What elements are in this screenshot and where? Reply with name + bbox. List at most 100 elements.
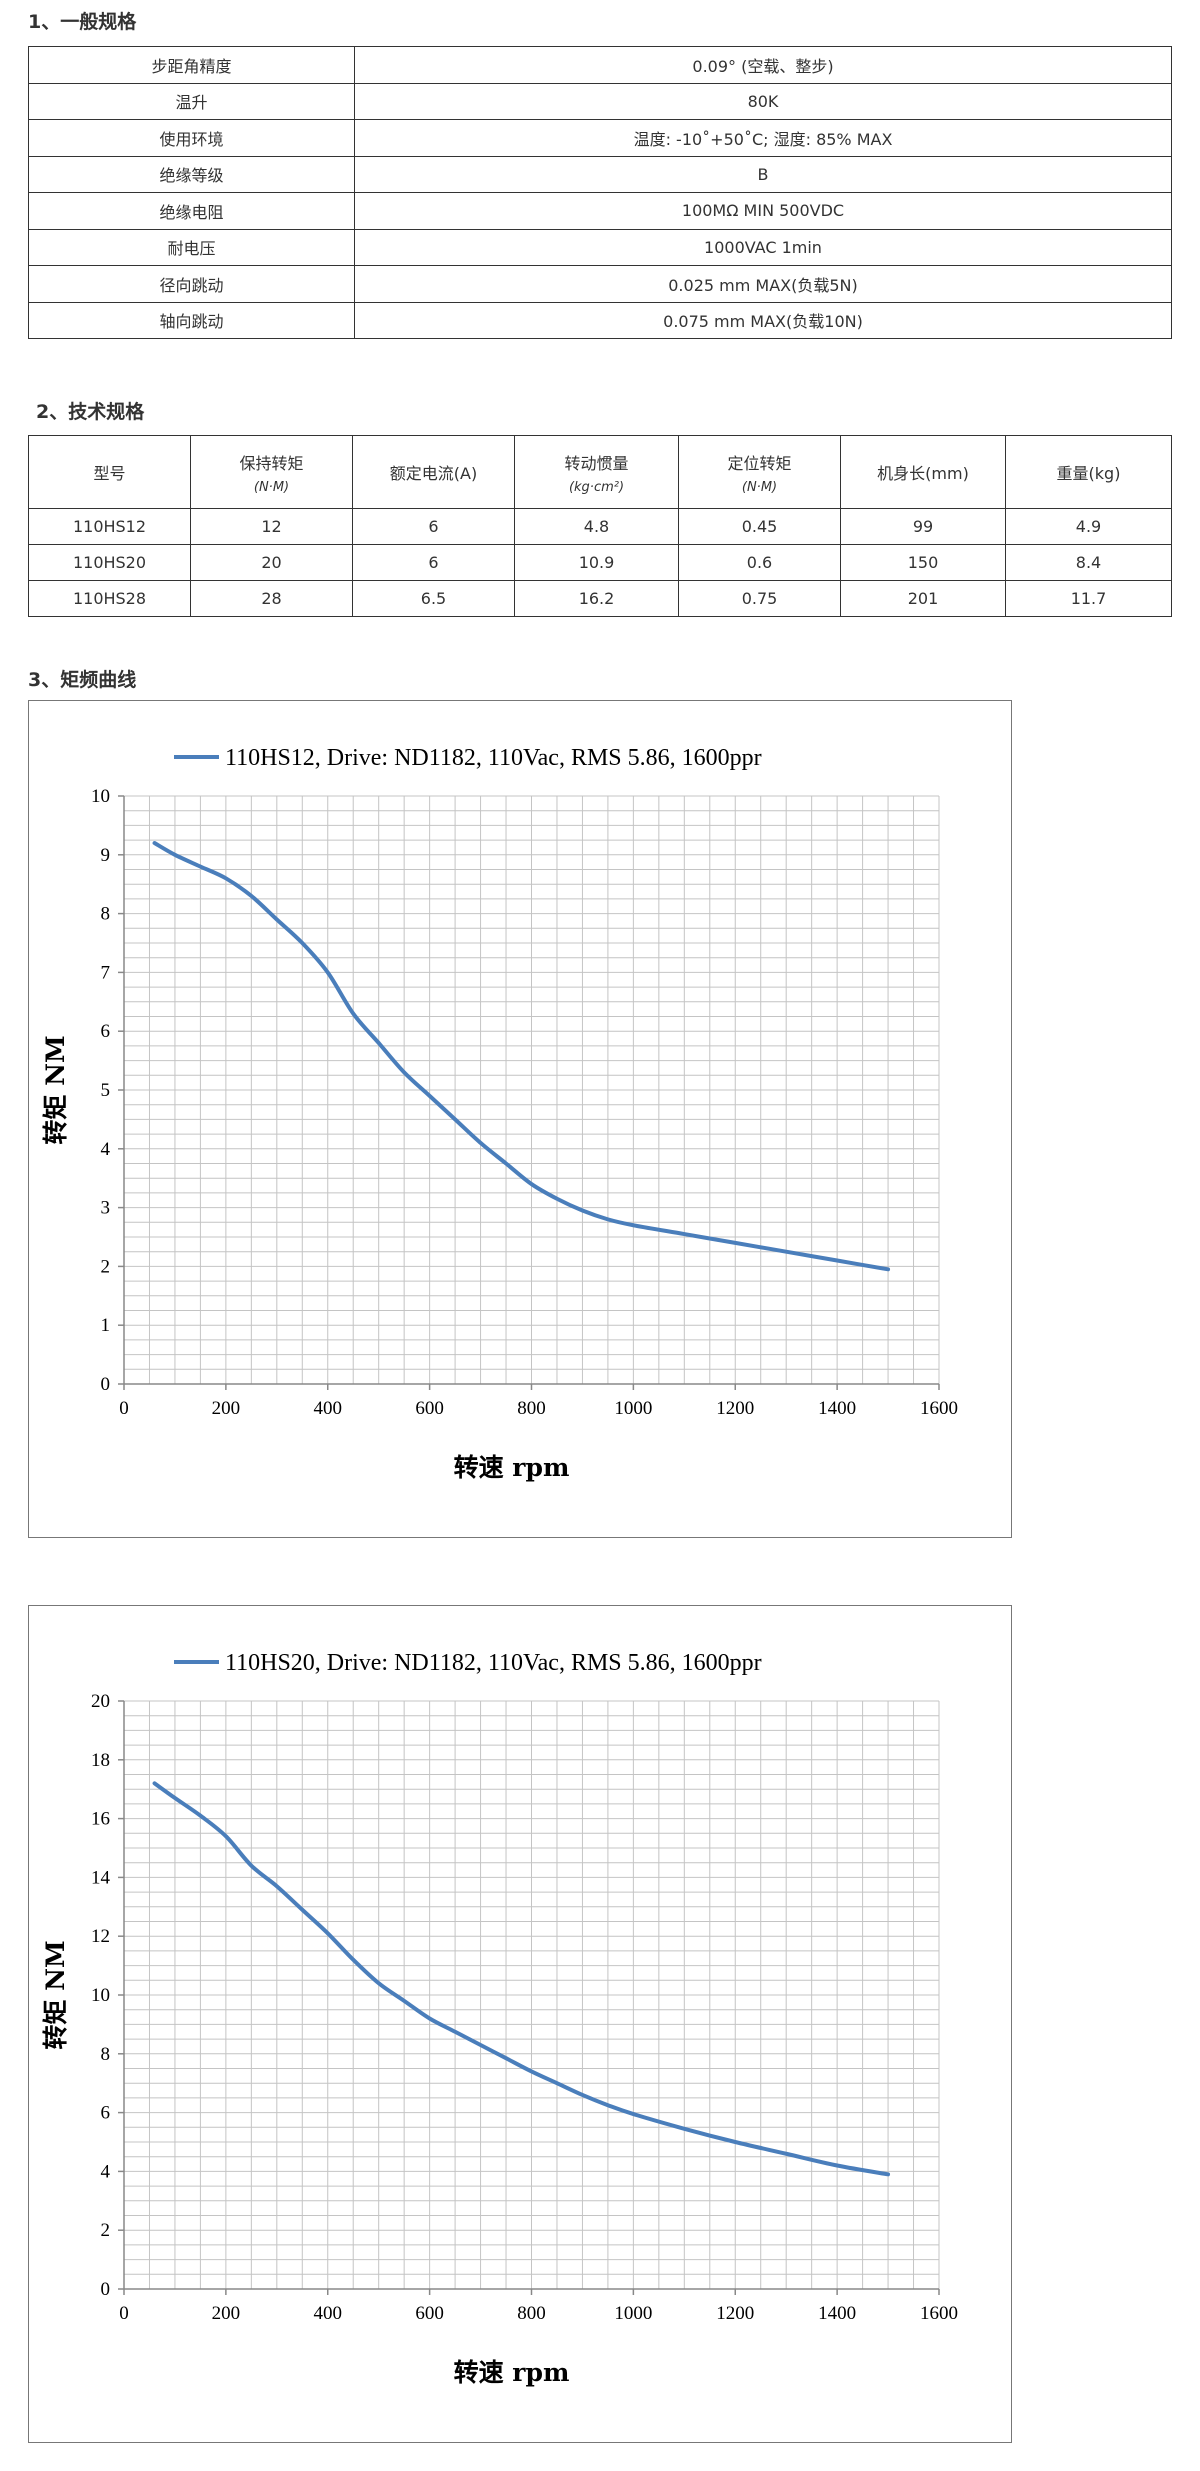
tech-cell: 99 [840, 508, 1006, 545]
tech-cell: 6 [352, 508, 515, 545]
legend-label: 110HS20, Drive: ND1182, 110Vac, RMS 5.86… [225, 1650, 762, 1676]
y-tick-label: 3 [101, 1198, 111, 1219]
general-spec-value: 1000VAC 1min [354, 228, 1172, 266]
y-tick-label: 0 [101, 1374, 111, 1395]
x-tick-label: 1200 [716, 1398, 754, 1419]
tech-header-label: 保持转矩 [239, 453, 304, 473]
tech-cell: 201 [840, 580, 1006, 617]
general-spec-row: 绝缘电阻 100MΩ MIN 500VDC [28, 192, 1172, 230]
section-title-tech: 2、技术规格 [36, 401, 145, 423]
tech-spec-table: 型号 保持转矩 (N·M) 额定电流(A) 转动惯量 (kg·cm²) 定位转矩 (N·M) 机… [28, 435, 1172, 617]
tech-header-label: 重量(kg) [1056, 464, 1121, 483]
tech-cell: 4.9 [1005, 508, 1172, 545]
tech-cell: 12 [190, 508, 353, 545]
y-tick-label: 5 [101, 1080, 111, 1101]
x-tick-label: 1600 [920, 1398, 958, 1419]
tech-row: 110HS12 12 6 4.8 0.45 99 4.9 [28, 508, 1172, 545]
x-tick-label: 1200 [716, 2303, 754, 2324]
x-tick-label: 1400 [818, 2303, 856, 2324]
tech-header-cell: 保持转矩 (N·M) [190, 435, 353, 509]
general-spec-row: 步距角精度 0.09° (空载、整步) [28, 46, 1172, 84]
section-title-curve: 3、矩频曲线 [28, 669, 137, 691]
general-spec-row: 径向跳动 0.025 mm MAX(负载5N) [28, 265, 1172, 303]
tech-header-unit: (kg·cm²) [568, 479, 625, 495]
tech-cell: 0.6 [678, 544, 841, 581]
general-spec-value: 100MΩ MIN 500VDC [354, 192, 1172, 230]
x-tick-label: 1400 [818, 1398, 856, 1419]
general-spec-value: B [354, 155, 1172, 193]
tech-cell: 4.8 [514, 508, 679, 545]
x-tick-label: 200 [212, 1398, 241, 1419]
tech-cell: 110HS12 [28, 508, 191, 545]
general-spec-label: 使用环境 [28, 119, 355, 157]
tech-cell: 28 [190, 580, 353, 617]
general-spec-value: 温度: -10˚+50˚C; 湿度: 85% MAX [354, 119, 1172, 157]
x-tick-label: 400 [314, 1398, 343, 1419]
x-tick-label: 200 [212, 2303, 241, 2324]
y-tick-label: 16 [91, 1809, 110, 1830]
tech-header-cell: 重量(kg) [1005, 435, 1172, 509]
x-tick-label: 1000 [614, 2303, 652, 2324]
y-tick-label: 8 [101, 904, 111, 925]
general-spec-value: 0.09° (空载、整步) [354, 46, 1172, 84]
tech-row: 110HS28 28 6.5 16.2 0.75 201 11.7 [28, 580, 1172, 617]
y-tick-label: 1 [101, 1315, 111, 1336]
y-tick-label: 6 [101, 2103, 111, 2124]
section-title-general: 1、一般规格 [28, 11, 137, 33]
general-spec-value: 0.075 mm MAX(负载10N) [354, 301, 1172, 339]
general-spec-label: 轴向跳动 [28, 301, 355, 339]
tech-cell: 6.5 [352, 580, 515, 617]
tech-header-label: 型号 [93, 464, 126, 483]
general-spec-label: 径向跳动 [28, 265, 355, 303]
tech-header-unit: (N·M) [741, 479, 778, 495]
y-tick-label: 4 [101, 1139, 111, 1160]
general-spec-row: 耐电压 1000VAC 1min [28, 228, 1172, 266]
x-tick-label: 400 [314, 2303, 343, 2324]
y-tick-label: 4 [101, 2161, 111, 2182]
general-spec-row: 温升 80K [28, 82, 1172, 120]
y-tick-label: 8 [101, 2044, 111, 2065]
tech-header-row: 型号 保持转矩 (N·M) 额定电流(A) 转动惯量 (kg·cm²) 定位转矩 (N·M) 机… [28, 435, 1172, 509]
x-tick-label: 0 [119, 1398, 129, 1419]
tech-cell: 0.75 [678, 580, 841, 617]
general-spec-label: 绝缘电阻 [28, 192, 355, 230]
tech-header-label: 转动惯量 [564, 453, 629, 473]
tech-cell: 150 [840, 544, 1006, 581]
series-line [152, 1781, 891, 2177]
x-tick-label: 0 [119, 2303, 129, 2324]
torque-chart-2: 0 200 400 600 800 1000 1200 1400 1600 0 2 4 6 8 10 12 14… [28, 1605, 1012, 2443]
x-tick-label: 600 [415, 2303, 444, 2324]
x-tick-label: 1000 [614, 1398, 652, 1419]
general-spec-row: 轴向跳动 0.075 mm MAX(负载10N) [28, 301, 1172, 339]
general-spec-value: 0.025 mm MAX(负载5N) [354, 265, 1172, 303]
tech-cell: 0.45 [678, 508, 841, 545]
grid [123, 795, 940, 1385]
torque-chart-2-svg: 0 200 400 600 800 1000 1200 1400 1600 0 2 4 6 8 10 12 14… [41, 1650, 958, 2387]
tech-header-cell: 型号 [28, 435, 191, 509]
legend-label: 110HS12, Drive: ND1182, 110Vac, RMS 5.86… [225, 745, 762, 771]
series-line [152, 841, 891, 1272]
x-axis-title: 转速 rpm [454, 2358, 570, 2387]
y-tick-label: 12 [91, 1926, 110, 1947]
tech-header-unit: (N·M) [253, 479, 290, 495]
general-spec-label: 步距角精度 [28, 46, 355, 84]
tech-cell: 10.9 [514, 544, 679, 581]
y-tick-label: 9 [101, 845, 111, 866]
tech-header-label: 定位转矩 [727, 453, 792, 473]
tech-cell: 11.7 [1005, 580, 1172, 617]
grid [123, 1700, 940, 2290]
y-tick-label: 10 [91, 1985, 110, 2006]
y-tick-label: 14 [91, 1867, 111, 1888]
x-tick-label: 1600 [920, 2303, 958, 2324]
x-axis-title: 转速 rpm [454, 1453, 570, 1482]
x-tick-label: 600 [415, 1398, 444, 1419]
y-axis-title: 转矩 NM [41, 1940, 70, 2049]
y-tick-label: 20 [91, 1691, 110, 1712]
tech-cell: 6 [352, 544, 515, 581]
y-tick-label: 0 [101, 2279, 111, 2300]
general-spec-label: 温升 [28, 82, 355, 120]
torque-chart-1-svg: 0 200 400 600 800 1000 1200 1400 1600 0 1 2 3 4 5 6 7 8 9 1… [41, 745, 958, 1482]
torque-chart-1: 0 200 400 600 800 1000 1200 1400 1600 0 1 2 3 4 5 6 7 8 9 1… [28, 700, 1012, 1538]
y-tick-label: 18 [91, 1750, 110, 1771]
tech-cell: 8.4 [1005, 544, 1172, 581]
